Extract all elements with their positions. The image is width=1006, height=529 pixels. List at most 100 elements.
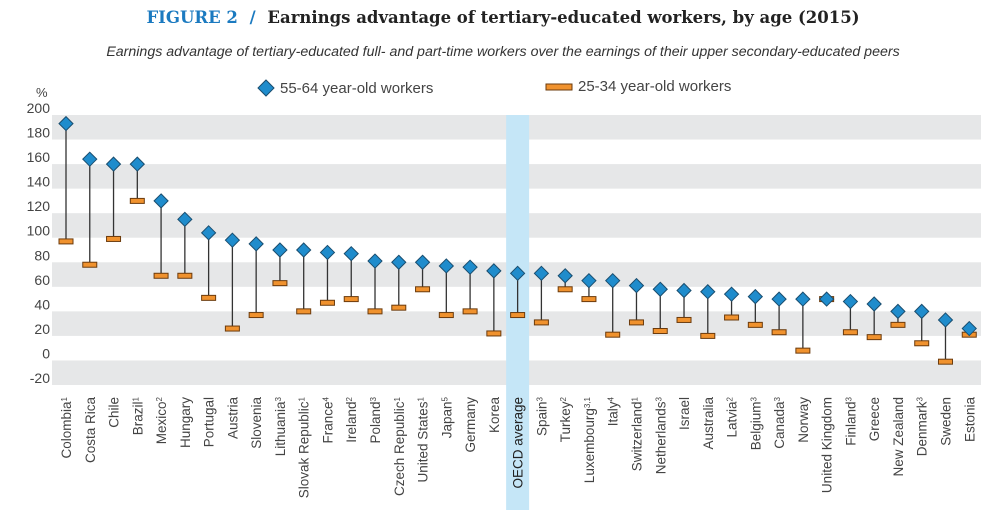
footnote-marker: 4	[321, 396, 330, 401]
x-tick-label: Netherlands3	[653, 396, 668, 474]
marker-25-34	[415, 286, 431, 293]
x-tick-label: Latvia2	[725, 396, 740, 437]
marker-55-64	[652, 281, 668, 297]
figure-label: FIGURE 2	[146, 8, 238, 27]
x-tick-label: Denmark3	[915, 396, 930, 456]
marker-25-34	[462, 308, 478, 315]
chart-subtitle: Earnings advantage of tertiary-educated …	[106, 44, 900, 60]
x-tick-label: New Zealand	[891, 397, 906, 477]
marker-25-34	[557, 286, 573, 293]
marker-55-64	[605, 272, 621, 289]
x-tick-label: Switzerland1	[629, 396, 644, 471]
x-tick-label: Poland3	[368, 396, 383, 443]
x-tick-label: Slovak Republic1	[297, 396, 312, 498]
footnote-marker: 3	[844, 396, 853, 401]
x-tick-label: United States1	[416, 396, 431, 482]
y-tick-label: 80	[34, 247, 50, 263]
marker-55-64	[723, 286, 740, 302]
footnote-marker: 2	[155, 396, 164, 401]
marker-25-34	[296, 308, 312, 315]
marker-25-34	[676, 316, 692, 323]
x-tick-label: Italy4	[606, 396, 621, 426]
marker-55-64	[557, 268, 573, 284]
legend-label-25-34: 25-34 year-old workers	[578, 78, 731, 95]
footnote-marker: 2	[345, 396, 354, 401]
marker-25-34	[747, 321, 763, 328]
y-tick-label: 140	[27, 174, 51, 190]
marker-25-34	[486, 330, 502, 337]
marker-25-34	[581, 296, 597, 303]
footnote-marker: 3	[654, 396, 663, 401]
marker-25-34	[272, 280, 288, 287]
x-tick-label: United Kingdom	[820, 397, 835, 493]
marker-25-34	[248, 312, 264, 319]
title-separator: /	[249, 8, 256, 27]
chart-title: FIGURE 2 / Earnings advantage of tertiar…	[0, 8, 1006, 27]
marker-55-64	[414, 254, 431, 270]
footnote-marker: 1	[416, 396, 425, 401]
marker-55-64	[747, 288, 764, 305]
footnote-marker: 1	[630, 396, 639, 401]
marker-25-34	[106, 235, 122, 242]
footnote-marker: 3	[915, 396, 924, 401]
marker-25-34	[842, 329, 858, 336]
marker-55-64	[129, 156, 146, 172]
marker-25-34	[533, 319, 549, 326]
y-tick-label: -20	[30, 370, 50, 386]
y-tick-label: 160	[27, 149, 51, 165]
marker-25-34	[319, 299, 335, 306]
x-tick-label: Germany	[463, 397, 478, 453]
marker-55-64	[866, 296, 882, 312]
marker-55-64	[153, 193, 169, 209]
y-tick-label: 100	[27, 223, 51, 239]
legend-bar-icon	[545, 83, 573, 91]
marker-25-34	[937, 358, 953, 365]
x-tick-label: Australia	[701, 397, 716, 450]
marker-25-34	[367, 308, 383, 315]
footnote-marker: 1	[297, 396, 306, 401]
x-tick-label: Czech Republic1	[392, 396, 407, 496]
marker-25-34	[510, 312, 526, 319]
x-tick-label: Canada3	[772, 396, 787, 448]
legend-label-55-64: 55-64 year-old workers	[280, 80, 433, 97]
marker-25-34	[58, 238, 74, 245]
marker-25-34	[914, 340, 930, 347]
marker-55-64	[486, 263, 502, 279]
footnote-marker: 2	[559, 396, 568, 401]
marker-25-34	[795, 347, 811, 354]
x-tick-label: Israel	[677, 397, 692, 430]
marker-25-34	[177, 272, 193, 279]
marker-25-34	[391, 304, 407, 311]
footnote-marker: 2	[725, 396, 734, 401]
y-tick-label: 200	[27, 100, 51, 116]
marker-55-64	[319, 244, 336, 261]
x-tick-label: Belgium3	[748, 396, 763, 450]
marker-25-34	[438, 312, 454, 319]
y-tick-label: 20	[34, 321, 50, 337]
marker-25-34	[700, 332, 716, 339]
marker-25-34	[82, 261, 98, 268]
marker-25-34	[343, 296, 359, 303]
legend-diamond-icon	[257, 79, 275, 97]
marker-55-64	[105, 156, 122, 172]
x-tick-label: Austria	[225, 397, 240, 440]
marker-55-64	[224, 232, 241, 248]
x-tick-label: Japan5	[439, 396, 454, 438]
marker-55-64	[533, 265, 550, 282]
x-tick-label: Brazil1	[130, 396, 145, 435]
footnote-marker: 3	[369, 396, 378, 401]
marker-55-64	[272, 242, 288, 258]
marker-55-64	[795, 291, 811, 307]
marker-55-64	[937, 312, 954, 328]
marker-55-64	[367, 253, 383, 269]
marker-55-64	[676, 282, 692, 299]
footnote-marker: 3	[749, 396, 758, 401]
marker-55-64	[391, 254, 407, 270]
x-tick-label: Lithuania3	[273, 396, 288, 456]
marker-25-34	[890, 321, 906, 328]
footnote-marker: 5	[440, 396, 449, 401]
marker-55-64	[200, 225, 217, 241]
x-tick-label: Portugal	[202, 397, 217, 447]
marker-25-34	[866, 334, 882, 341]
